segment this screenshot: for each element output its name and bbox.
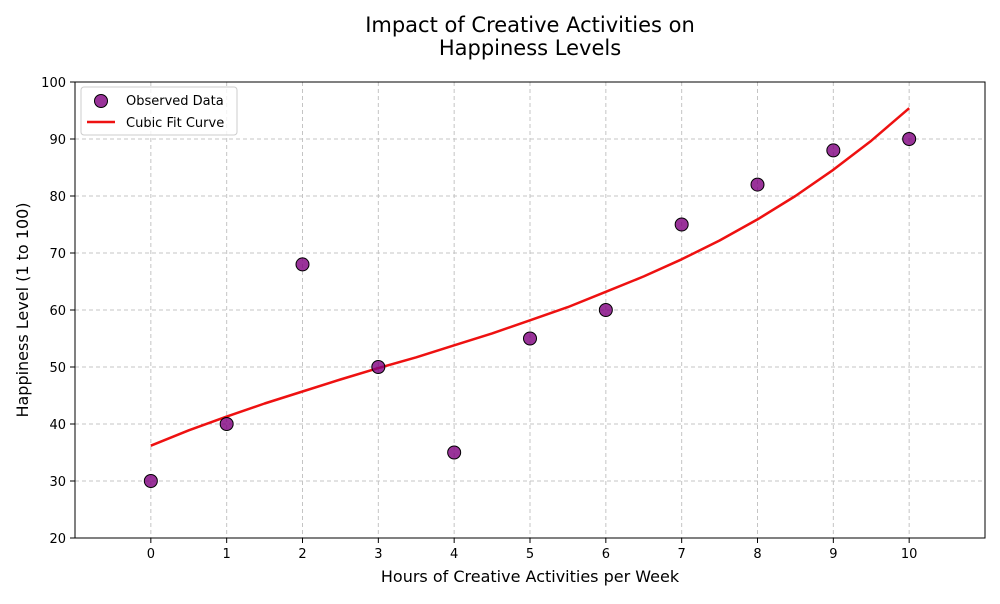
legend-label-observed: Observed Data <box>126 94 224 109</box>
observed-data-point <box>598 303 613 317</box>
y-tick-label: 20 <box>49 532 66 547</box>
observed-data-point <box>750 177 765 192</box>
observed-data-point <box>371 360 386 374</box>
y-tick-label: 30 <box>49 475 66 490</box>
y-tick-label: 80 <box>49 190 66 205</box>
x-tick-label: 3 <box>374 547 382 562</box>
observed-data-point <box>826 143 841 158</box>
x-axis-label: Hours of Creative Activities per Week <box>381 567 680 586</box>
tick-layer: 0 1 2 3 4 5 6 7 8 9 10 20 30 40 50 60 70 80 90 100 <box>41 76 917 562</box>
y-axis-label: Happiness Level (1 to 100) <box>13 202 32 417</box>
observed-data-point <box>447 445 462 460</box>
observed-data-point <box>219 417 234 431</box>
x-tick-label: 8 <box>753 547 761 562</box>
y-tick-label: 70 <box>49 247 66 262</box>
legend: Observed Data Cubic Fit Curve <box>80 86 238 136</box>
observed-data-point <box>523 331 537 346</box>
grid-layer <box>75 81 985 539</box>
chart-title-line-1: Impact of Creative Activities on <box>365 13 695 37</box>
y-tick-label: 100 <box>41 76 66 91</box>
x-tick-label: 5 <box>526 547 534 562</box>
observed-data-point <box>902 132 917 146</box>
y-tick-label: 60 <box>49 304 66 319</box>
x-tick-label: 9 <box>829 547 837 562</box>
observed-data-point <box>295 257 310 272</box>
observed-data-point <box>674 217 689 232</box>
chart-title-line-2: Happiness Levels <box>439 36 621 60</box>
legend-scatter-marker <box>94 94 108 108</box>
legend-box <box>80 86 238 136</box>
x-tick-label: 2 <box>298 547 306 562</box>
legend-label-fit: Cubic Fit Curve <box>126 116 224 131</box>
y-tick-label: 40 <box>49 418 66 433</box>
observed-data-point <box>143 474 158 488</box>
y-tick-label: 90 <box>49 133 66 148</box>
x-tick-label: 10 <box>901 547 918 562</box>
series-layer <box>143 107 917 488</box>
x-tick-label: 4 <box>450 547 458 562</box>
x-tick-label: 6 <box>602 547 610 562</box>
x-tick-label: 7 <box>678 547 686 562</box>
fit-curve-line <box>150 107 911 447</box>
x-tick-label: 1 <box>223 547 231 562</box>
x-tick-label: 0 <box>147 547 155 562</box>
y-tick-label: 50 <box>49 361 66 376</box>
